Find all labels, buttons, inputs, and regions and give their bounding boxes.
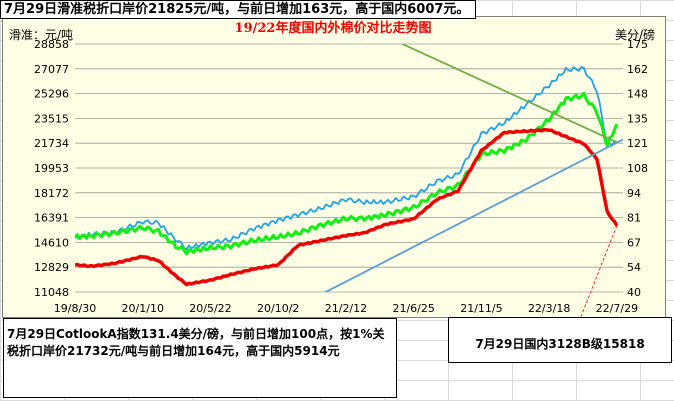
y2-tick-label: 121 [627, 137, 648, 150]
y-axis-label: 滑准：元/吨 [9, 28, 73, 42]
x-tick-label: 19/8/30 [54, 302, 96, 315]
y2-tick-label: 54 [627, 261, 641, 274]
y2-tick-label: 175 [627, 38, 648, 51]
chart-title: 19/22年度国内外棉价对比走势图 [235, 20, 432, 36]
y2-axis-label: 美分/磅 [615, 27, 655, 42]
y2-tick-label: 67 [627, 236, 641, 249]
y2-tick-label: 148 [627, 88, 648, 101]
x-tick-label: 22/7/29 [596, 302, 638, 315]
series-line [75, 66, 618, 251]
cotlook-note: 7月29日CotlookA指数131.4美分/磅，与前日增加100点，按1%关税… [3, 318, 397, 398]
chart-area [2, 16, 666, 318]
y-tick-label: 19953 [34, 162, 69, 175]
y-tick-label: 11048 [34, 286, 69, 299]
y-tick-label: 16391 [34, 212, 69, 225]
domestic-price-note: 7月29日国内3128B级15818 [448, 317, 672, 363]
y2-tick-label: 135 [627, 112, 648, 125]
y2-tick-label: 108 [627, 162, 648, 175]
y-tick-label: 23515 [34, 112, 69, 125]
trend-line [400, 44, 618, 144]
y-tick-label: 27077 [34, 63, 69, 76]
y-tick-label: 21734 [34, 137, 69, 150]
pointer-line [580, 225, 618, 318]
y-axis-ticks: 28858 27077 25296 23515 21734 19953 18172 16391… [34, 38, 69, 299]
x-axis-ticks: 19/8/30 20/1/10 20/5/22 20/10/2 21/2/12 21/6/… [54, 302, 638, 315]
y-tick-label: 28858 [34, 38, 69, 51]
x-tick-label: 20/10/2 [257, 302, 299, 315]
y2-tick-label: 94 [627, 187, 641, 200]
x-tick-label: 22/3/18 [528, 302, 570, 315]
y-tick-label: 12829 [34, 261, 69, 274]
y2-tick-label: 162 [627, 63, 648, 76]
y-tick-label: 18172 [34, 187, 69, 200]
trend-line [323, 138, 623, 292]
cotton-price-chart: 19/22年度国内外棉价对比走势图 滑准：元/吨 美分/磅 28858 27077… [9, 20, 655, 318]
gridlines [75, 43, 623, 293]
x-tick-label: 21/2/12 [325, 302, 367, 315]
series-line [75, 127, 619, 287]
x-tick-label: 20/1/10 [122, 302, 164, 315]
y2-axis-ticks: 175 162 148 135 121 108 94 81 67 54 40 [627, 38, 648, 299]
x-tick-label: 21/6/25 [392, 302, 434, 315]
y2-tick-label: 81 [627, 212, 641, 225]
headline-banner: 7月29日滑准税折口岸价21825元/吨，与前日增加163元，高于国内6007元… [0, 0, 476, 19]
y-tick-label: 14610 [34, 236, 69, 249]
series-line [75, 91, 619, 256]
x-tick-label: 21/11/5 [460, 302, 502, 315]
y-tick-label: 25296 [34, 88, 69, 101]
x-tick-label: 20/5/22 [189, 302, 231, 315]
y2-tick-label: 40 [627, 286, 641, 299]
